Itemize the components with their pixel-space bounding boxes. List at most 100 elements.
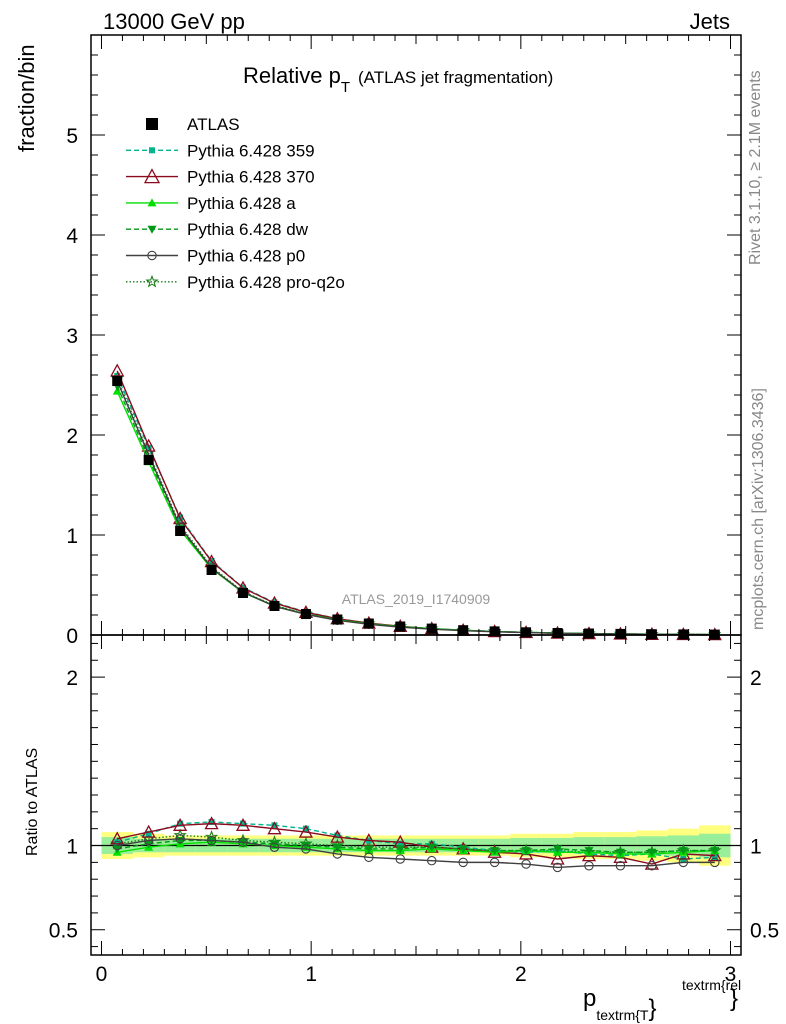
legend-marker	[143, 168, 161, 184]
ratio-series-point	[707, 848, 722, 862]
legend-entry: Pythia 6.428 pro-q2o	[126, 273, 345, 292]
atlas-data-point	[552, 628, 563, 638]
ratio-series-point	[332, 843, 342, 852]
y-tick-label: 3	[66, 325, 78, 348]
ratio-series-point	[711, 854, 718, 861]
ratio-series-point	[397, 840, 404, 847]
ratio-series-point	[552, 862, 563, 873]
ratio-series-point	[521, 847, 531, 856]
legend-entry: Pythia 6.428 dw	[126, 220, 309, 239]
ratio-series-point	[458, 857, 468, 868]
ratio-series-point	[143, 835, 154, 846]
header-left: 13000 GeV pp	[103, 9, 245, 34]
ratio-series-point	[208, 818, 215, 825]
ratio-series-point	[615, 848, 625, 857]
atlas-data-point	[583, 628, 594, 639]
ratio-series-point	[301, 842, 311, 851]
main-series-point	[110, 363, 125, 377]
ratio-series-point	[678, 847, 688, 856]
x-label-sup: textrm{rel	[682, 977, 741, 993]
legend-label: Pythia 6.428 370	[187, 168, 315, 187]
ratio-series-point	[364, 845, 374, 854]
atlas-data-point	[395, 621, 406, 632]
ratio-axes: 0 1 2 3 0.5 0.5 1 1 2 2	[49, 635, 779, 986]
ratio-series-point	[647, 848, 657, 857]
atlas-data-point	[363, 618, 374, 629]
chart-title-sub: T	[341, 79, 350, 96]
legend-marker	[147, 225, 157, 234]
y-tick-label: 2	[66, 425, 78, 448]
atlas-data-point	[426, 623, 437, 634]
main-series-point	[173, 511, 188, 525]
atlas-data-point	[458, 625, 469, 636]
ratio-series-point	[177, 820, 184, 827]
legend-marker	[146, 118, 158, 130]
y-tick-label: 0	[66, 625, 78, 648]
ratio-series-point	[584, 860, 594, 871]
ratio-series-point	[644, 856, 659, 870]
ratio-series-point	[364, 852, 374, 863]
ratio-series-point	[301, 844, 311, 854]
x-tick-label: 1	[305, 963, 317, 986]
atlas-data-point	[489, 626, 500, 637]
ratio-series-point	[175, 834, 185, 844]
legend-marker	[149, 147, 155, 154]
ratio-series-point	[489, 857, 500, 868]
atlas-data-point	[300, 609, 311, 619]
ratio-series-point	[334, 832, 341, 839]
atlas-data-point	[332, 614, 343, 625]
atlas-data-point	[238, 588, 249, 598]
ratio-series-point	[678, 857, 689, 868]
ratio-series-point	[302, 825, 309, 832]
main-plot-area	[110, 363, 722, 641]
x-label-sub: textrm{T	[596, 1007, 649, 1023]
ratio-series-line	[117, 838, 715, 869]
legend-entry: Pythia 6.428 359	[126, 141, 315, 160]
legend-marker	[147, 198, 157, 207]
legend-entry: Pythia 6.428 370	[126, 168, 315, 187]
ratio-series-point	[710, 847, 720, 856]
ratio-series-point	[553, 845, 563, 854]
ratio-series-point	[269, 840, 279, 849]
ratio-series-point	[332, 849, 343, 859]
ratio-frame	[90, 634, 742, 956]
chart-title-main: Relative p	[243, 63, 341, 88]
ratio-series-point	[204, 816, 219, 830]
ratio-series-point	[173, 817, 188, 831]
ratio-series-point	[206, 835, 217, 846]
atlas-data-point	[615, 628, 626, 639]
legend-label: Pythia 6.428 a	[187, 194, 296, 213]
ratio-series-point	[395, 854, 406, 864]
ratio-series-point	[395, 845, 405, 854]
ratio-series-point	[521, 859, 531, 869]
atlas-data-point	[143, 455, 154, 465]
ratio-series-point	[458, 845, 468, 854]
main-series-line	[116, 378, 715, 636]
ratio-series-point	[269, 842, 280, 852]
legend-label: Pythia 6.428 p0	[187, 247, 305, 266]
x-tick-label: 0	[96, 963, 108, 986]
ratio-series-point	[238, 837, 248, 847]
ratio-series-point	[114, 839, 121, 846]
header-right: Jets	[690, 9, 730, 34]
mcplots-text: mcplots.cern.ch [arXiv:1306.3436]	[750, 388, 767, 630]
legend-label: Pythia 6.428 dw	[187, 220, 309, 239]
chart-title-suffix: (ATLAS jet fragmentation)	[358, 68, 553, 87]
chart-title: Relative pT (ATLAS jet fragmentation)	[243, 63, 553, 96]
ratio-series-point	[615, 860, 626, 871]
ratio-y-tick-label-right: 1	[750, 836, 762, 859]
ratio-series-point	[141, 824, 156, 838]
atlas-data-point	[646, 629, 657, 640]
y-tick-label: 1	[66, 525, 78, 548]
ratio-series-point	[330, 829, 345, 843]
ratio-y-tick-label-right: 0.5	[750, 920, 779, 943]
ratio-series-point	[710, 857, 720, 868]
legend-entry: Pythia 6.428 a	[126, 194, 296, 213]
ratio-y-tick-label-right: 2	[750, 667, 762, 690]
ratio-series-point	[112, 840, 122, 851]
ratio-ylabel: Ratio to ATLAS	[24, 748, 41, 856]
ratio-series-line	[117, 822, 715, 865]
legend-marker	[147, 250, 157, 261]
atlas-data-point	[269, 601, 280, 611]
legend-entry: ATLAS	[146, 115, 240, 134]
